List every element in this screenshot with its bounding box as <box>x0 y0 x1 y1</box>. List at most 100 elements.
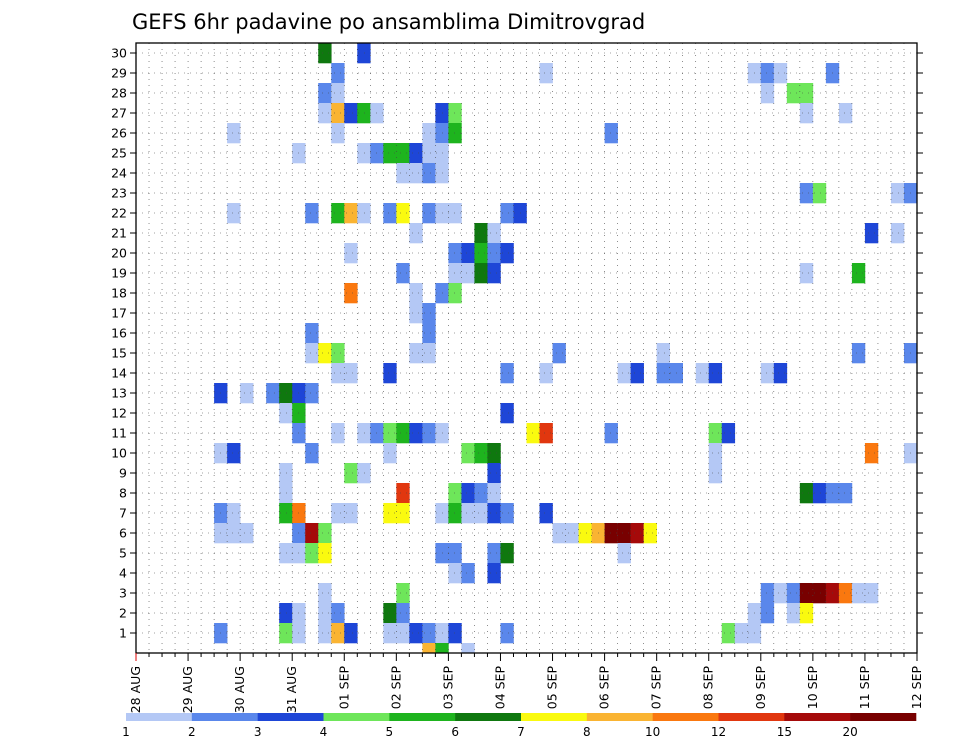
precip-cell <box>838 483 853 504</box>
y-tick-label: 23 <box>111 186 127 201</box>
precip-cell <box>344 363 358 384</box>
y-tick-label: 20 <box>111 246 127 261</box>
precip-cell <box>448 243 462 264</box>
y-tick-label: 2 <box>119 606 127 621</box>
precip-cell <box>578 523 592 544</box>
precip-cell <box>396 163 410 184</box>
precip-cell <box>409 283 423 304</box>
precip-cell <box>812 183 827 204</box>
x-tick-label: 29 AUG <box>180 666 195 713</box>
precip-cell <box>422 123 436 144</box>
precip-cell <box>305 443 319 464</box>
precip-cell <box>331 423 345 444</box>
precip-cell <box>487 543 501 564</box>
colorbar-swatch <box>257 713 324 721</box>
precip-cell <box>357 143 371 164</box>
precip-cell <box>409 623 423 644</box>
precip-cell <box>565 523 579 544</box>
colorbar-swatch <box>784 713 851 721</box>
precip-cell <box>461 503 475 524</box>
precip-cell <box>487 443 501 464</box>
y-tick-label: 18 <box>111 286 127 301</box>
precip-cell <box>318 523 332 544</box>
precip-cell <box>422 643 436 654</box>
precip-cell <box>318 43 332 64</box>
precip-cell <box>396 583 410 604</box>
precip-cell <box>786 583 801 604</box>
precip-cell <box>357 103 371 124</box>
precip-cell <box>760 63 775 84</box>
y-tick-label: 19 <box>111 266 127 281</box>
precip-cell <box>318 543 332 564</box>
precip-cell <box>279 623 293 644</box>
y-tick-label: 26 <box>111 126 127 141</box>
precip-cell <box>422 423 436 444</box>
colorbar-swatch <box>586 713 653 721</box>
precip-cell <box>344 623 358 644</box>
precip-cell <box>383 503 397 524</box>
precip-cell <box>344 203 358 224</box>
precip-cell <box>474 263 488 284</box>
x-tick-label: 08 SEP <box>701 666 716 710</box>
precip-cell <box>279 403 293 424</box>
precip-cell <box>799 583 814 604</box>
y-tick-label: 15 <box>111 346 127 361</box>
precip-cell <box>643 523 657 544</box>
precip-cell <box>656 343 670 364</box>
precip-cell <box>500 363 514 384</box>
precip-cell <box>305 543 319 564</box>
precip-cell <box>409 423 423 444</box>
y-tick-label: 22 <box>111 206 127 221</box>
precip-cell <box>474 483 488 504</box>
x-tick-label: 28 AUG <box>128 666 143 713</box>
precip-cell <box>890 223 905 244</box>
precip-cell <box>422 623 436 644</box>
x-tick-label: 06 SEP <box>597 666 612 710</box>
precip-cell <box>396 423 410 444</box>
precip-cell <box>422 323 436 344</box>
precip-cell <box>799 103 814 124</box>
precip-cell <box>279 503 293 524</box>
precip-cell <box>305 343 319 364</box>
precip-cell <box>448 123 462 144</box>
precip-cell <box>279 543 293 564</box>
precip-cell <box>539 363 553 384</box>
precip-cell <box>604 423 618 444</box>
precip-cell <box>383 443 397 464</box>
precip-cell <box>500 403 514 424</box>
colorbar-label: 8 <box>583 725 591 739</box>
precip-cell <box>617 523 631 544</box>
precip-cell <box>760 83 775 104</box>
y-tick-label: 17 <box>111 306 127 321</box>
y-tick-label: 25 <box>111 146 127 161</box>
y-tick-label: 5 <box>119 546 127 561</box>
precip-cell <box>409 163 423 184</box>
precip-cell <box>305 523 319 544</box>
precip-cell <box>812 483 827 504</box>
precip-cell <box>500 623 514 644</box>
precip-cell <box>552 523 566 544</box>
precip-cell <box>305 203 319 224</box>
precip-cell <box>227 503 241 524</box>
precip-cell <box>630 363 644 384</box>
colorbar-swatch <box>521 713 588 721</box>
y-tick-label: 30 <box>111 46 127 61</box>
precip-cell <box>383 423 397 444</box>
precip-cell <box>812 583 827 604</box>
precip-cell <box>240 523 254 544</box>
precip-cell <box>448 263 462 284</box>
precip-cell <box>773 583 788 604</box>
precip-cell <box>786 83 801 104</box>
precip-cell <box>422 303 436 324</box>
precip-cell <box>331 623 345 644</box>
precip-cell <box>500 503 514 524</box>
precip-cell <box>227 523 241 544</box>
precip-cell <box>318 343 332 364</box>
precip-cell <box>526 423 540 444</box>
precip-cell <box>487 223 501 244</box>
precip-cell <box>422 163 436 184</box>
precip-cell <box>721 423 736 444</box>
y-tick-label: 10 <box>111 446 127 461</box>
y-tick-label: 27 <box>111 106 127 121</box>
precip-cell <box>461 643 475 654</box>
